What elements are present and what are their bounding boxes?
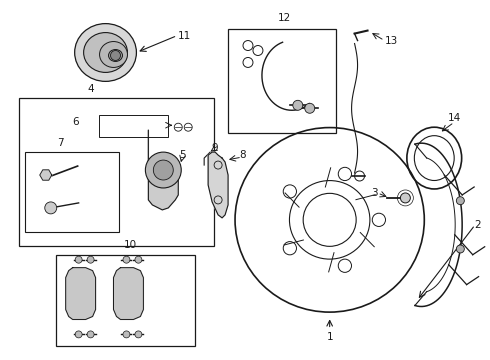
Circle shape [75, 256, 82, 263]
Text: 1: 1 [326, 332, 333, 342]
Circle shape [87, 256, 94, 263]
Ellipse shape [99, 41, 127, 67]
Ellipse shape [108, 50, 122, 62]
Text: 4: 4 [87, 84, 94, 94]
Circle shape [146, 152, 181, 188]
Text: 13: 13 [385, 36, 398, 46]
Ellipse shape [74, 24, 136, 81]
Text: 10: 10 [124, 240, 137, 250]
Circle shape [305, 103, 315, 113]
Circle shape [135, 256, 142, 263]
Polygon shape [148, 130, 178, 210]
Circle shape [293, 100, 303, 110]
Text: 12: 12 [278, 13, 292, 23]
Text: 5: 5 [179, 150, 186, 160]
Polygon shape [40, 170, 52, 180]
Text: 14: 14 [447, 113, 461, 123]
Polygon shape [208, 152, 228, 218]
Circle shape [153, 160, 173, 180]
Circle shape [456, 245, 465, 253]
Text: 9: 9 [212, 143, 219, 153]
Text: 8: 8 [240, 150, 246, 160]
Circle shape [456, 197, 465, 205]
Circle shape [111, 50, 121, 60]
Circle shape [123, 256, 130, 263]
Text: 3: 3 [371, 188, 378, 198]
Text: 11: 11 [178, 31, 192, 41]
Circle shape [87, 331, 94, 338]
Polygon shape [114, 268, 144, 319]
Circle shape [135, 331, 142, 338]
Text: 6: 6 [73, 117, 79, 127]
Text: 2: 2 [474, 220, 480, 230]
Circle shape [75, 331, 82, 338]
Ellipse shape [84, 32, 127, 72]
Circle shape [45, 202, 57, 214]
Text: 7: 7 [57, 138, 64, 148]
Circle shape [400, 193, 410, 203]
Circle shape [123, 331, 130, 338]
Polygon shape [66, 268, 96, 319]
